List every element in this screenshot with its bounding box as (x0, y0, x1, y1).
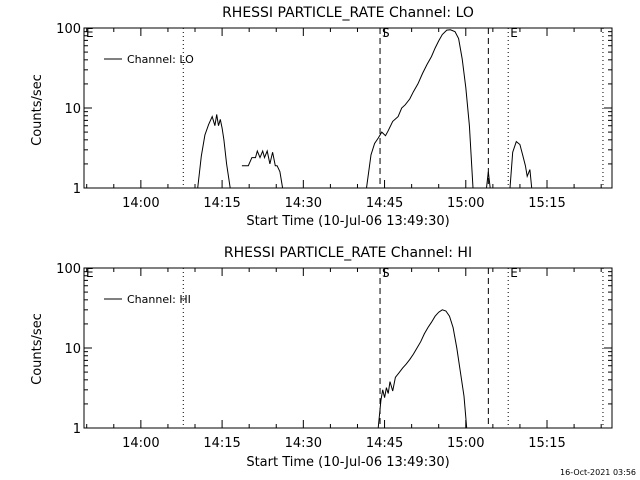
lo-x-tick-label: 15:15 (528, 196, 565, 211)
hi-marker-label: S (382, 266, 390, 280)
lo-series-line (197, 114, 231, 189)
hi-marker-label: E (86, 266, 94, 280)
lo-series-line (486, 171, 491, 189)
lo-x-tick-label: 15:00 (447, 196, 484, 211)
lo-x-tick-label: 14:15 (203, 196, 240, 211)
lo-x-tick-label: 14:00 (122, 196, 159, 211)
lo-marker-label: S (382, 26, 390, 40)
lo-marker-label: E (510, 26, 518, 40)
lo-x-tick-label: 14:30 (285, 196, 322, 211)
hi-x-axis-label: Start Time (10-Jul-06 13:49:30) (246, 455, 449, 470)
hi-y-axis-label: Counts/sec (30, 313, 45, 385)
hi-plot-area: 14:00 14:15 14:30 14:45 15:00 15:15 1 10 100 E S E C… (56, 262, 613, 451)
lo-plot-area: 14:00 14:15 14:30 14:45 15:00 15:15 1 10 100 E S E C… (56, 22, 613, 211)
hi-x-tick-label: 14:45 (366, 436, 403, 451)
lo-x-axis-label: Start Time (10-Jul-06 13:49:30) (246, 214, 449, 229)
lo-legend-label: Channel: LO (127, 53, 194, 66)
hi-marker-label: E (510, 266, 518, 280)
lo-series-line (509, 140, 533, 189)
lo-chart-title: RHESSI PARTICLE_RATE Channel: LO (222, 5, 474, 21)
hi-y-tick-label: 10 (64, 342, 81, 357)
hi-series-line (377, 309, 468, 429)
lo-x-tick-label: 14:45 (366, 196, 403, 211)
hi-x-tick-label: 14:00 (122, 436, 159, 451)
lo-y-axis-label: Counts/sec (30, 74, 45, 146)
lo-y-tick-label: 100 (56, 22, 81, 37)
hi-x-tick-label: 15:00 (447, 436, 484, 451)
hi-x-tick-label: 14:30 (285, 436, 322, 451)
lo-marker-label: E (86, 26, 94, 40)
hi-channel-panel: RHESSI PARTICLE_RATE Channel: HI Start T… (30, 245, 613, 470)
footer-timestamp: 16-Oct-2021 03:56 (560, 468, 636, 477)
lo-series-line (241, 149, 284, 189)
hi-x-tick-label: 14:15 (203, 436, 240, 451)
hi-y-tick-label: 100 (56, 262, 81, 277)
hi-y-tick-label: 1 (73, 422, 81, 437)
hi-chart-title: RHESSI PARTICLE_RATE Channel: HI (224, 245, 472, 261)
lo-channel-panel: RHESSI PARTICLE_RATE Channel: LO Start T… (30, 5, 613, 229)
lo-y-tick-label: 10 (64, 102, 81, 117)
lo-series-line (366, 29, 474, 189)
hi-legend-label: Channel: HI (127, 293, 191, 306)
hi-x-tick-label: 15:15 (528, 436, 565, 451)
lo-y-tick-label: 1 (73, 182, 81, 197)
